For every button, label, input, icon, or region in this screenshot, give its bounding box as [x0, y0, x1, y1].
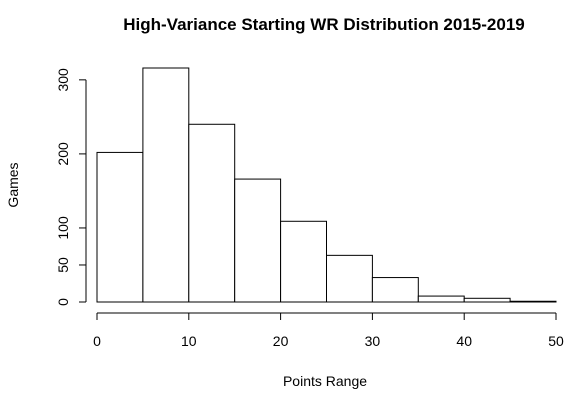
- histogram-bar-20-25: [280, 220, 328, 303]
- x-axis-label: Points Range: [283, 373, 367, 389]
- histogram-bar-15-20: [234, 178, 282, 303]
- x-tick-label: 30: [365, 333, 381, 349]
- bars-group: [96, 67, 557, 303]
- y-tick-label: 50: [55, 257, 71, 273]
- y-tick-label: 100: [55, 216, 71, 240]
- x-tick-label: 40: [456, 333, 472, 349]
- chart-title: High-Variance Starting WR Distribution 2…: [123, 15, 524, 34]
- x-tick-label: 10: [181, 333, 197, 349]
- histogram-bar-0-5: [96, 151, 144, 303]
- y-tick-label: 300: [55, 68, 71, 92]
- histogram-bar-45-50: [509, 300, 557, 303]
- histogram-bar-35-40: [417, 295, 465, 303]
- y-tick-label: 200: [55, 142, 71, 166]
- histogram-bar-5-10: [142, 67, 190, 303]
- y-tick-label: 0: [55, 298, 71, 306]
- histogram-bar-10-15: [188, 123, 236, 303]
- x-tick-label: 20: [273, 333, 289, 349]
- x-tick-label: 0: [93, 333, 101, 349]
- histogram-bar-40-45: [463, 297, 511, 303]
- histogram-bar-25-30: [326, 254, 373, 303]
- y-axis-label: Games: [5, 162, 21, 207]
- y-axis: 0 50 100 200 300: [55, 68, 87, 306]
- histogram-bar-30-35: [371, 277, 419, 303]
- x-tick-label: 50: [548, 333, 564, 349]
- x-axis: 0 10 20 30 40 50: [93, 312, 564, 349]
